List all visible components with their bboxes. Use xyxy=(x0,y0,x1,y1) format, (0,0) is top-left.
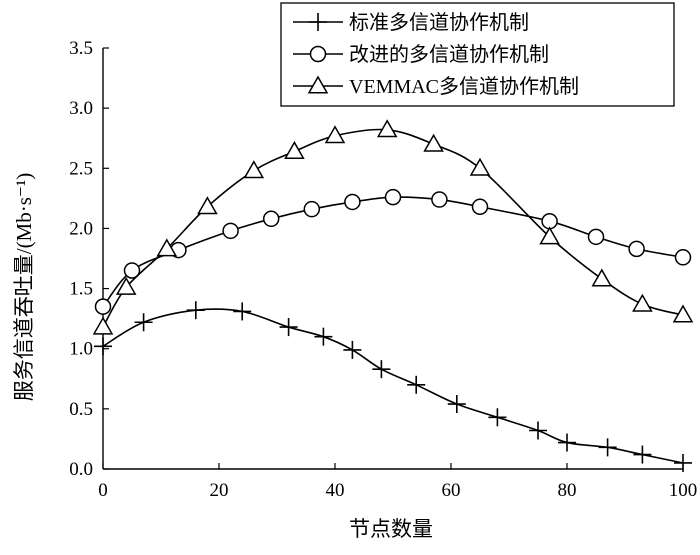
legend-label: 改进的多信道协作机制 xyxy=(349,43,549,66)
data-point xyxy=(628,240,645,258)
data-point xyxy=(632,293,653,312)
data-point xyxy=(94,298,112,315)
series-line xyxy=(102,308,684,464)
data-point xyxy=(529,421,547,440)
x-tick-label: 60 xyxy=(442,480,461,501)
data-point xyxy=(115,276,137,295)
legend-marker xyxy=(307,75,329,94)
legend-label: 标准多信道协作机制 xyxy=(349,11,529,34)
y-tick-label: 2.0 xyxy=(69,218,93,239)
data-point xyxy=(156,238,178,257)
data-point xyxy=(303,200,321,218)
data-point xyxy=(471,198,489,216)
data-point xyxy=(324,125,346,144)
series-line xyxy=(102,196,684,308)
legend-item: 改进的多信道协作机制 xyxy=(293,43,549,66)
data-point xyxy=(344,193,361,211)
y-tick-label: 1.5 xyxy=(69,279,93,300)
data-point xyxy=(384,188,402,206)
data-point xyxy=(407,375,426,394)
legend-item: VEMMAC多信道协作机制 xyxy=(293,75,579,98)
data-point xyxy=(469,157,491,176)
data-point xyxy=(539,226,560,245)
series-2 xyxy=(94,188,692,315)
x-tick-label: 20 xyxy=(210,480,229,501)
x-tick-label: 40 xyxy=(326,480,345,501)
y-tick-label: 0.0 xyxy=(69,459,93,480)
data-point xyxy=(372,360,391,379)
data-point xyxy=(423,133,444,152)
y-tick-label: 2.5 xyxy=(69,158,93,179)
y-tick-label: 0.5 xyxy=(69,399,93,420)
legend-box xyxy=(280,2,675,107)
data-point xyxy=(672,304,694,323)
data-point xyxy=(222,222,239,240)
data-point xyxy=(598,438,617,457)
data-point xyxy=(488,408,507,427)
x-tick-label: 0 xyxy=(98,480,108,501)
data-point xyxy=(197,196,218,215)
x-tick-label: 80 xyxy=(558,480,577,501)
y-axis-label: 服务信道吞吐量/(Mb·s⁻¹) xyxy=(12,173,36,402)
legend-label: VEMMAC多信道协作机制 xyxy=(349,75,579,98)
data-point xyxy=(262,210,280,228)
data-point xyxy=(447,395,466,414)
data-point xyxy=(431,191,448,208)
data-point xyxy=(134,313,153,332)
legend-marker xyxy=(309,13,327,31)
x-axis-label: 节点数量 xyxy=(349,517,433,541)
y-tick-label: 1.0 xyxy=(69,339,93,360)
data-point xyxy=(233,302,252,321)
data-point xyxy=(284,140,305,159)
data-point xyxy=(674,249,692,266)
data-point xyxy=(343,340,362,359)
data-point xyxy=(674,453,692,472)
data-point xyxy=(376,119,398,138)
data-point xyxy=(94,337,112,356)
series-3 xyxy=(92,119,694,335)
series-line xyxy=(102,128,684,328)
data-point xyxy=(243,160,265,179)
data-point xyxy=(633,445,652,464)
data-point xyxy=(587,228,605,246)
y-tick-label: 3.5 xyxy=(69,38,93,59)
legend-item: 标准多信道协作机制 xyxy=(293,11,529,34)
legend-marker xyxy=(309,45,327,63)
data-point xyxy=(186,301,205,320)
axes: 0 20 40 60 80 100 0.0 0.5 1.0 1.5 2.0 2.5 3.0 3.5 xyxy=(69,38,697,501)
data-point xyxy=(591,268,613,287)
data-point xyxy=(558,433,576,452)
data-point xyxy=(314,327,333,346)
data-point xyxy=(279,318,298,337)
data-point xyxy=(123,262,141,279)
series-1 xyxy=(94,301,692,472)
series-layer xyxy=(92,119,694,472)
y-tick-label: 3.0 xyxy=(69,98,93,119)
x-tick-label: 100 xyxy=(669,480,698,501)
data-point xyxy=(92,316,114,335)
